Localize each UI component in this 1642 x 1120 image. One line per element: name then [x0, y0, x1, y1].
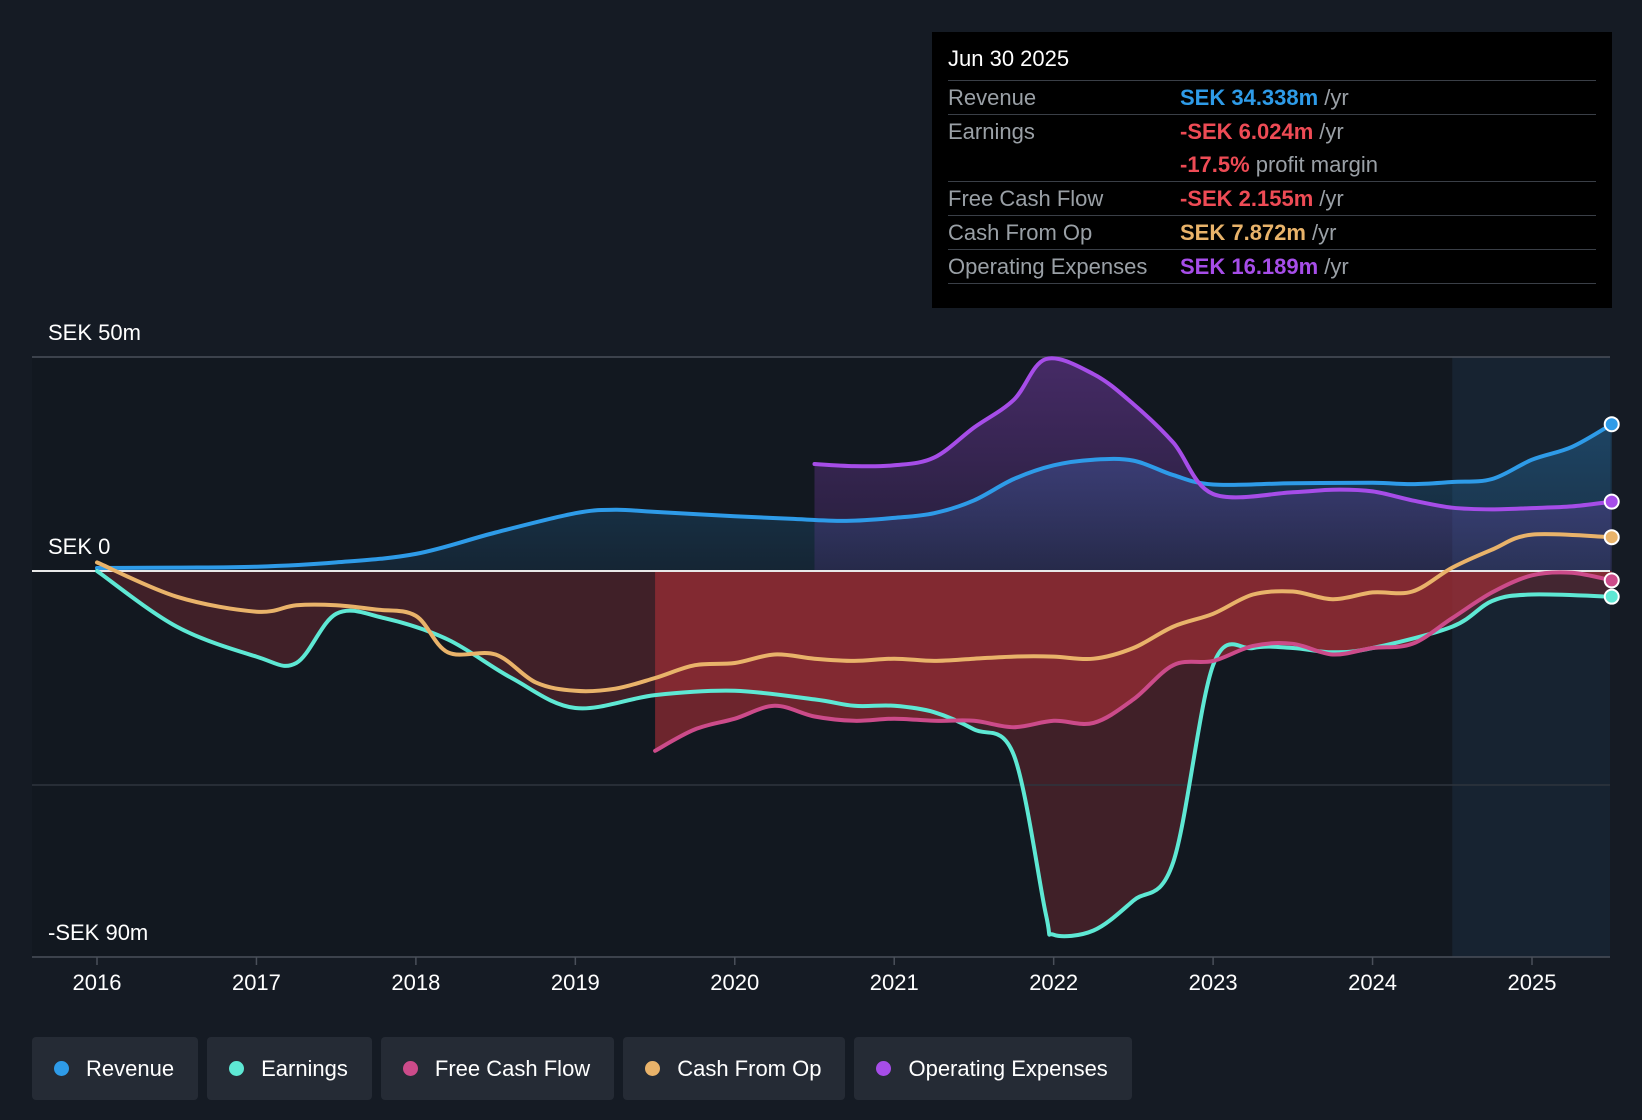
legend: Revenue Earnings Free Cash Flow Cash Fro…: [32, 1037, 1132, 1100]
tooltip-row-profit-margin: -17.5% profit margin: [948, 148, 1596, 182]
tooltip-unit: /yr: [1311, 219, 1337, 245]
tooltip-unit: profit margin: [1255, 151, 1378, 177]
y-label-zero: SEK 0: [48, 534, 110, 559]
legend-dot-icon: [402, 1061, 418, 1076]
end-point-revenue: [1603, 416, 1620, 433]
tooltip-unit: /yr: [1319, 185, 1344, 211]
legend-label: Earnings: [261, 1055, 348, 1081]
tooltip-row-operating-expenses: Operating Expenses SEK 16.189m /yr: [948, 250, 1596, 284]
y-label-top: SEK 50m: [48, 320, 141, 345]
end-point-free-cash-flow: [1603, 572, 1620, 589]
x-tick-label: 2024: [1348, 970, 1397, 995]
series-line-cash-from-op: [95, 532, 1614, 694]
legend-dot-icon: [54, 1061, 69, 1076]
tooltip-label: Revenue: [948, 84, 1037, 110]
legend-label: Cash From Op: [677, 1055, 822, 1081]
tooltip-unit: /yr: [1319, 118, 1344, 144]
x-tick-label: 2022: [1029, 970, 1078, 995]
tooltip-row-cash-from-op: Cash From Op SEK 7.872m /yr: [948, 216, 1596, 250]
legend-dot-icon: [876, 1061, 892, 1076]
tooltip-date: Jun 30 2025: [948, 46, 1596, 81]
tooltip-row-revenue: Revenue SEK 34.338m /yr: [948, 81, 1596, 115]
series-line-free-cash-flow: [653, 570, 1614, 753]
legend-item-operating-expenses[interactable]: Operating Expenses: [854, 1037, 1132, 1100]
tooltip-unit: /yr: [1324, 84, 1349, 110]
tooltip-row-free-cash-flow: Free Cash Flow -SEK 2.155m /yr: [948, 182, 1596, 216]
legend-dot-icon: [229, 1061, 245, 1076]
tooltip-value: -SEK 2.155m: [1180, 185, 1314, 211]
x-tick-label: 2017: [232, 970, 281, 995]
tooltip-row-earnings: Earnings -SEK 6.024m /yr: [948, 115, 1596, 148]
end-point-cash-from-op: [1603, 529, 1620, 546]
legend-item-revenue[interactable]: Revenue: [32, 1037, 199, 1100]
end-point-earnings: [1603, 588, 1620, 605]
tooltip-value: -17.5%: [1180, 151, 1250, 177]
legend-item-free-cash-flow[interactable]: Free Cash Flow: [380, 1037, 615, 1100]
tooltip-label: Cash From Op: [948, 219, 1093, 245]
tooltip-panel: Jun 30 2025 Revenue SEK 34.338m /yr Earn…: [932, 32, 1612, 308]
tooltip-value: SEK 7.872m: [1180, 219, 1306, 245]
opex-area: [814, 358, 1612, 571]
x-tick-label: 2025: [1508, 970, 1557, 995]
tooltip-label: Earnings: [948, 118, 1035, 144]
legend-label: Operating Expenses: [908, 1055, 1108, 1081]
x-tick-label: 2023: [1189, 970, 1238, 995]
legend-item-cash-from-op[interactable]: Cash From Op: [623, 1037, 846, 1100]
series-line-revenue: [95, 422, 1614, 570]
tooltip-value: SEK 34.338m: [1180, 84, 1319, 110]
x-tick-label: 2020: [710, 970, 759, 995]
end-point-operating-expenses: [1603, 493, 1620, 510]
tooltip-label: Operating Expenses: [948, 253, 1148, 279]
legend-item-earnings[interactable]: Earnings: [207, 1037, 372, 1100]
x-tick-label: 2016: [73, 970, 122, 995]
legend-label: Revenue: [86, 1055, 175, 1081]
legend-label: Free Cash Flow: [434, 1055, 591, 1081]
y-label-bottom: -SEK 90m: [48, 920, 148, 945]
x-tick-label: 2019: [551, 970, 600, 995]
tooltip-value: -SEK 6.024m: [1180, 118, 1314, 144]
tooltip-unit: /yr: [1324, 253, 1349, 279]
tooltip-value: SEK 16.189m: [1180, 253, 1319, 279]
x-tick-label: 2021: [870, 970, 919, 995]
tooltip-label: Free Cash Flow: [948, 185, 1104, 211]
legend-dot-icon: [645, 1061, 661, 1076]
series-line-operating-expenses: [812, 356, 1614, 512]
x-tick-label: 2018: [391, 970, 440, 995]
